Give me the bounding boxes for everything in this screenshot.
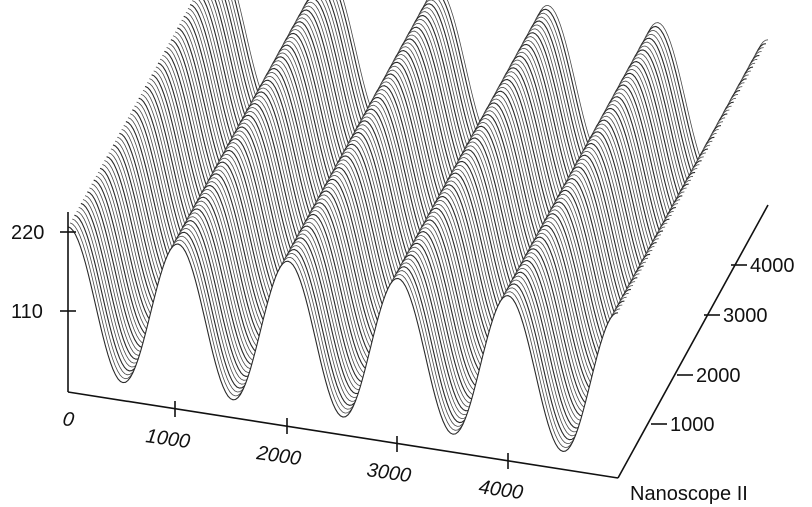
y-axis-line [617, 204, 769, 479]
y-tick-label-2000: 2000 [696, 365, 741, 387]
y-tick-label-1000: 1000 [670, 414, 715, 436]
surface-profile-line [67, 226, 619, 452]
instrument-caption: Nanoscope II [630, 483, 748, 505]
z-tick-label-220: 220 [11, 222, 44, 244]
y-tick-label-4000: 4000 [750, 255, 795, 277]
surface-occluder [68, 226, 618, 507]
x-tick-label-0: 0 [61, 408, 75, 431]
y-tick-label-3000: 3000 [723, 305, 768, 327]
x-axis-line [67, 391, 619, 479]
surface-mesh [67, 0, 769, 507]
z-tick-label-110: 110 [11, 301, 43, 323]
